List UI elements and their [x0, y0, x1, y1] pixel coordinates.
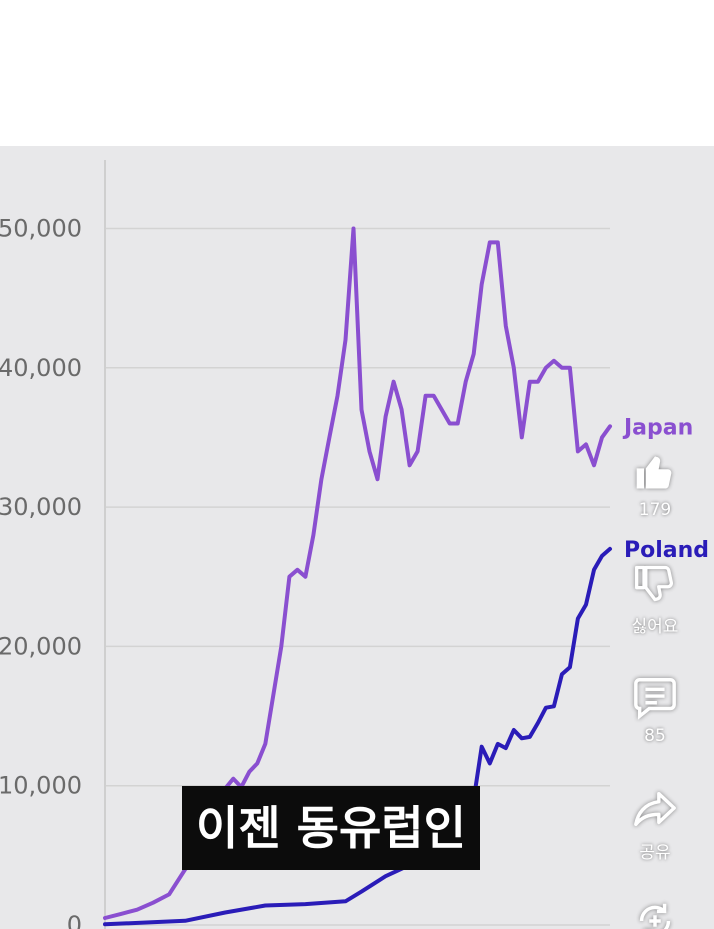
like-count: 179 [638, 500, 672, 520]
series-label-japan: Japan [622, 415, 693, 440]
video-frame[interactable]: 0 10,000 20,000 30,000 40,000 50,000 Japan Pol… [0, 146, 714, 929]
comment-icon [634, 678, 676, 720]
thumbs-up-icon [636, 456, 672, 489]
remix-button[interactable] [620, 898, 690, 929]
y-tick-label: 50,000 [0, 215, 82, 243]
chart-y-ticks: 0 10,000 20,000 30,000 40,000 50,000 [0, 215, 82, 929]
like-button[interactable]: 179 [620, 450, 690, 520]
share-button[interactable]: 공유 [620, 786, 690, 863]
share-icon [634, 791, 676, 827]
y-tick-label: 40,000 [0, 354, 82, 382]
line-chart: 0 10,000 20,000 30,000 40,000 50,000 Japan Pol… [0, 160, 709, 929]
comment-count: 85 [644, 726, 666, 746]
y-tick-label: 0 [67, 911, 82, 929]
share-label: 공유 [639, 843, 671, 863]
y-tick-label: 10,000 [0, 772, 82, 800]
y-tick-label: 30,000 [0, 493, 82, 521]
dislike-button[interactable]: 싫어요 [620, 562, 690, 637]
series-line-poland [103, 546, 612, 927]
chart-gridlines [105, 227, 610, 926]
y-tick-label: 20,000 [0, 632, 82, 660]
comments-button[interactable]: 85 [620, 674, 690, 746]
remix-icon [639, 903, 671, 929]
dislike-label: 싫어요 [631, 617, 679, 637]
series-label-poland: Poland [624, 538, 709, 563]
subtitle-caption: 이젠 동유럽인 [182, 786, 480, 870]
thumbs-down-icon [635, 565, 674, 602]
